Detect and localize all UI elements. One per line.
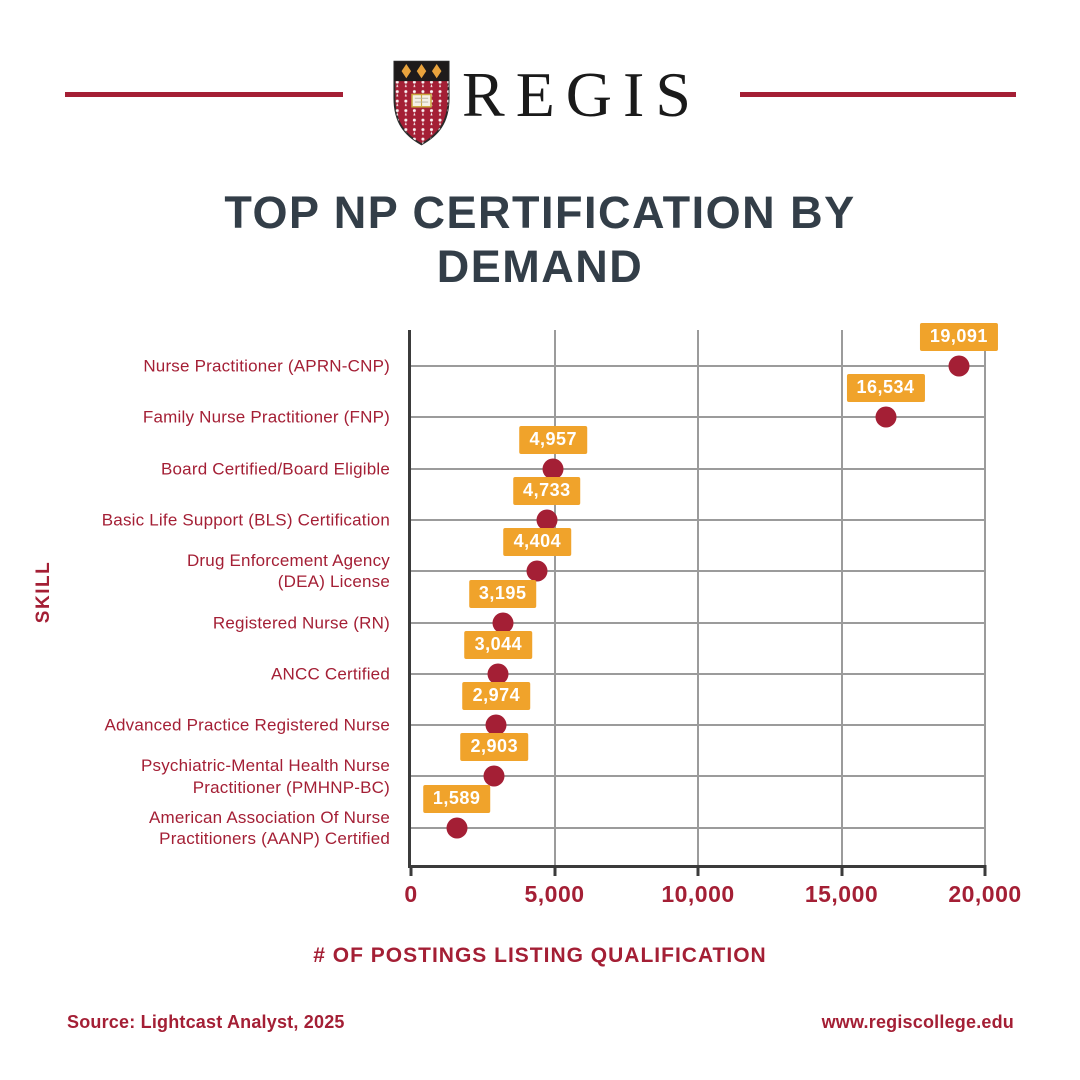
x-axis-title: # OF POSTINGS LISTING QUALIFICATION <box>313 944 767 967</box>
value-label: 16,534 <box>846 374 925 403</box>
gridline-vertical <box>840 330 843 865</box>
data-point-dot <box>526 560 548 582</box>
header-rule-right <box>740 92 1016 97</box>
gridline-vertical <box>984 330 986 865</box>
chart-area: Nurse Practitioner (APRN-CNP) Family Nurs… <box>0 323 1080 907</box>
x-axis-tick <box>409 865 413 876</box>
source-attribution: Source: Lightcast Analyst, 2025 <box>67 1012 345 1032</box>
data-point-dot <box>492 612 514 633</box>
category-label: Registered Nurse (RN) <box>212 612 390 632</box>
gridline-horizontal <box>411 416 985 419</box>
value-label: 3,044 <box>464 630 533 659</box>
value-label: 2,903 <box>460 733 529 762</box>
y-axis-category-labels: Nurse Practitioner (APRN-CNP) Family Nurs… <box>0 330 390 868</box>
y-axis-title: SKILL <box>33 560 54 624</box>
gridline-vertical <box>697 330 699 865</box>
category-label: American Association Of Nurse Practition… <box>148 807 390 848</box>
x-axis-tick-label: 5,000 <box>524 881 585 907</box>
category-label: Advanced Practice Registered Nurse <box>104 715 390 735</box>
category-label: Basic Life Support (BLS) Certification <box>101 510 390 530</box>
data-point-dot <box>487 663 509 685</box>
category-label: Family Nurse Practitioner (FNP) <box>142 407 390 427</box>
gridline-horizontal <box>411 724 985 727</box>
x-axis-tick <box>553 865 556 876</box>
value-label: 4,733 <box>513 476 581 505</box>
data-point-dot <box>875 406 897 428</box>
data-point-dot <box>483 765 505 787</box>
gridline-vertical <box>553 330 556 865</box>
plot-area: 0 5,000 10,000 15,000 20,000 19,091 16,534 4,95… <box>404 323 1021 907</box>
header-rule-left <box>65 92 343 97</box>
value-label: 2,974 <box>462 682 531 711</box>
value-label: 19,091 <box>919 323 998 351</box>
data-point-dot <box>542 458 564 480</box>
gridline-horizontal <box>411 672 985 675</box>
value-label: 3,195 <box>468 579 537 608</box>
data-point-dot <box>485 714 507 736</box>
regis-crest-shield-icon <box>393 60 450 146</box>
value-label: 1,589 <box>422 784 491 813</box>
gridline-horizontal <box>411 467 985 470</box>
category-label: Nurse Practitioner (APRN-CNP) <box>143 356 390 376</box>
brand-wordmark: REGIS <box>462 59 702 130</box>
x-axis-tick-label: 20,000 <box>948 881 1022 907</box>
gridline-horizontal <box>411 775 985 778</box>
value-label: 4,404 <box>503 528 572 557</box>
data-point-dot <box>536 509 558 531</box>
page-title: TOP NP CERTIFICATION BY DEMAND <box>224 187 856 292</box>
gridline-horizontal <box>411 518 985 521</box>
x-axis-tick-label: 0 <box>404 881 418 907</box>
x-axis-tick <box>696 865 700 876</box>
data-point-dot <box>948 355 970 377</box>
value-label: 4,957 <box>519 425 588 454</box>
gridline-horizontal <box>411 365 985 367</box>
category-label: ANCC Certified <box>271 664 390 684</box>
x-axis-tick <box>840 865 843 876</box>
category-label: Psychiatric-Mental Health Nurse Practiti… <box>140 756 390 797</box>
data-point-dot <box>446 817 468 839</box>
website-url: www.regiscollege.edu <box>821 1012 1014 1032</box>
gridline-horizontal <box>411 826 985 829</box>
category-label: Board Certified/Board Eligible <box>160 458 390 478</box>
x-axis-tick-label: 15,000 <box>804 881 879 907</box>
gridline-horizontal <box>411 621 985 624</box>
gridline-horizontal <box>411 570 985 573</box>
category-label: Drug Enforcement Agency (DEA) License <box>186 550 390 592</box>
x-axis-tick-label: 10,000 <box>661 881 735 907</box>
x-axis-tick <box>983 865 987 876</box>
